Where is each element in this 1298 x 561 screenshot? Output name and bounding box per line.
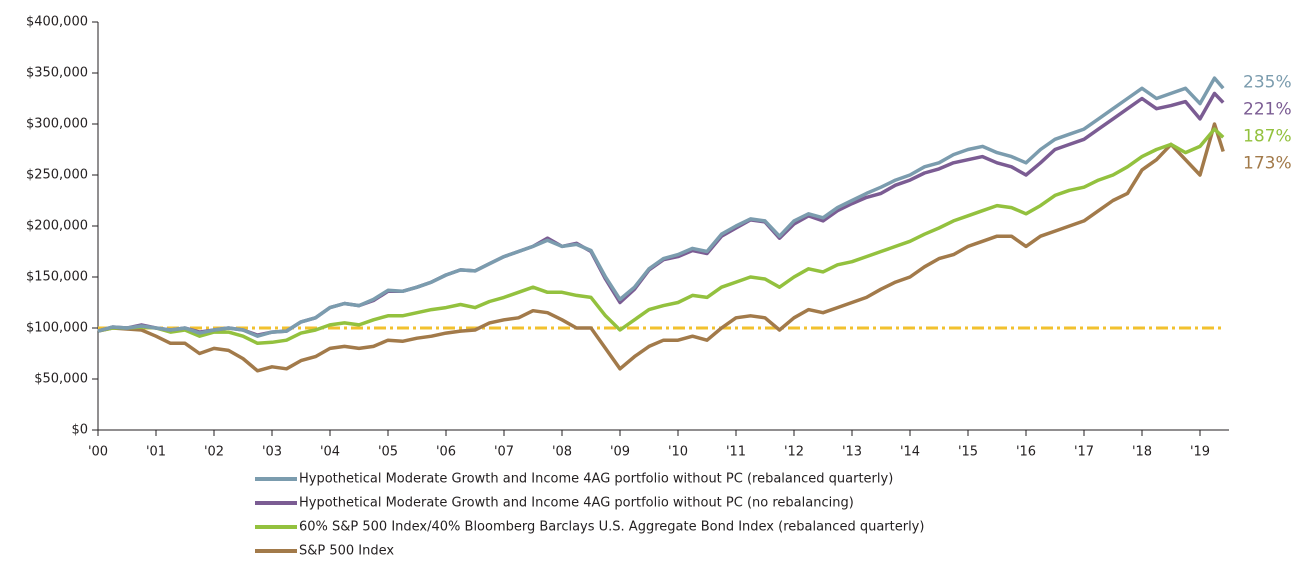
y-tick-label: $200,000 bbox=[26, 219, 88, 234]
x-tick-label: '02 bbox=[204, 445, 224, 460]
series-line bbox=[97, 91, 1225, 337]
series-line bbox=[97, 127, 1225, 346]
series-line bbox=[97, 76, 1225, 338]
end-label: 173% bbox=[1243, 153, 1292, 173]
y-tick-label: $250,000 bbox=[26, 168, 88, 183]
x-tick-label: '01 bbox=[146, 445, 166, 460]
x-tick-label: '03 bbox=[262, 445, 282, 460]
y-tick-label: $350,000 bbox=[26, 66, 88, 81]
x-tick-label: '12 bbox=[784, 445, 804, 460]
x-tick-label: '14 bbox=[900, 445, 920, 460]
y-tick-label: $0 bbox=[71, 423, 88, 438]
y-tick-label: $400,000 bbox=[26, 15, 88, 30]
end-label: 187% bbox=[1243, 126, 1292, 146]
legend-label: 60% S&P 500 Index/40% Bloomberg Barclays… bbox=[299, 520, 924, 535]
x-tick-label: '00 bbox=[88, 445, 108, 460]
legend-label: S&P 500 Index bbox=[299, 544, 394, 559]
x-tick-label: '10 bbox=[668, 445, 688, 460]
x-tick-label: '05 bbox=[378, 445, 398, 460]
x-tick-label: '08 bbox=[552, 445, 572, 460]
y-tick-label: $50,000 bbox=[34, 372, 88, 387]
series-line bbox=[97, 122, 1225, 373]
x-tick-label: '19 bbox=[1190, 445, 1210, 460]
end-label: 221% bbox=[1243, 99, 1292, 119]
y-tick-label: $150,000 bbox=[26, 270, 88, 285]
x-tick-label: '15 bbox=[958, 445, 978, 460]
x-tick-label: '17 bbox=[1074, 445, 1094, 460]
x-tick-label: '18 bbox=[1132, 445, 1152, 460]
y-tick-label: $100,000 bbox=[26, 321, 88, 336]
y-tick-label: $300,000 bbox=[26, 117, 88, 132]
x-tick-label: '11 bbox=[726, 445, 746, 460]
x-tick-label: '13 bbox=[842, 445, 862, 460]
x-tick-label: '04 bbox=[320, 445, 340, 460]
legend-label: Hypothetical Moderate Growth and Income … bbox=[299, 496, 854, 511]
legend-label: Hypothetical Moderate Growth and Income … bbox=[299, 472, 893, 487]
x-tick-label: '16 bbox=[1016, 445, 1036, 460]
x-tick-label: '07 bbox=[494, 445, 514, 460]
x-tick-label: '09 bbox=[610, 445, 630, 460]
x-tick-label: '06 bbox=[436, 445, 456, 460]
end-label: 235% bbox=[1243, 72, 1292, 92]
